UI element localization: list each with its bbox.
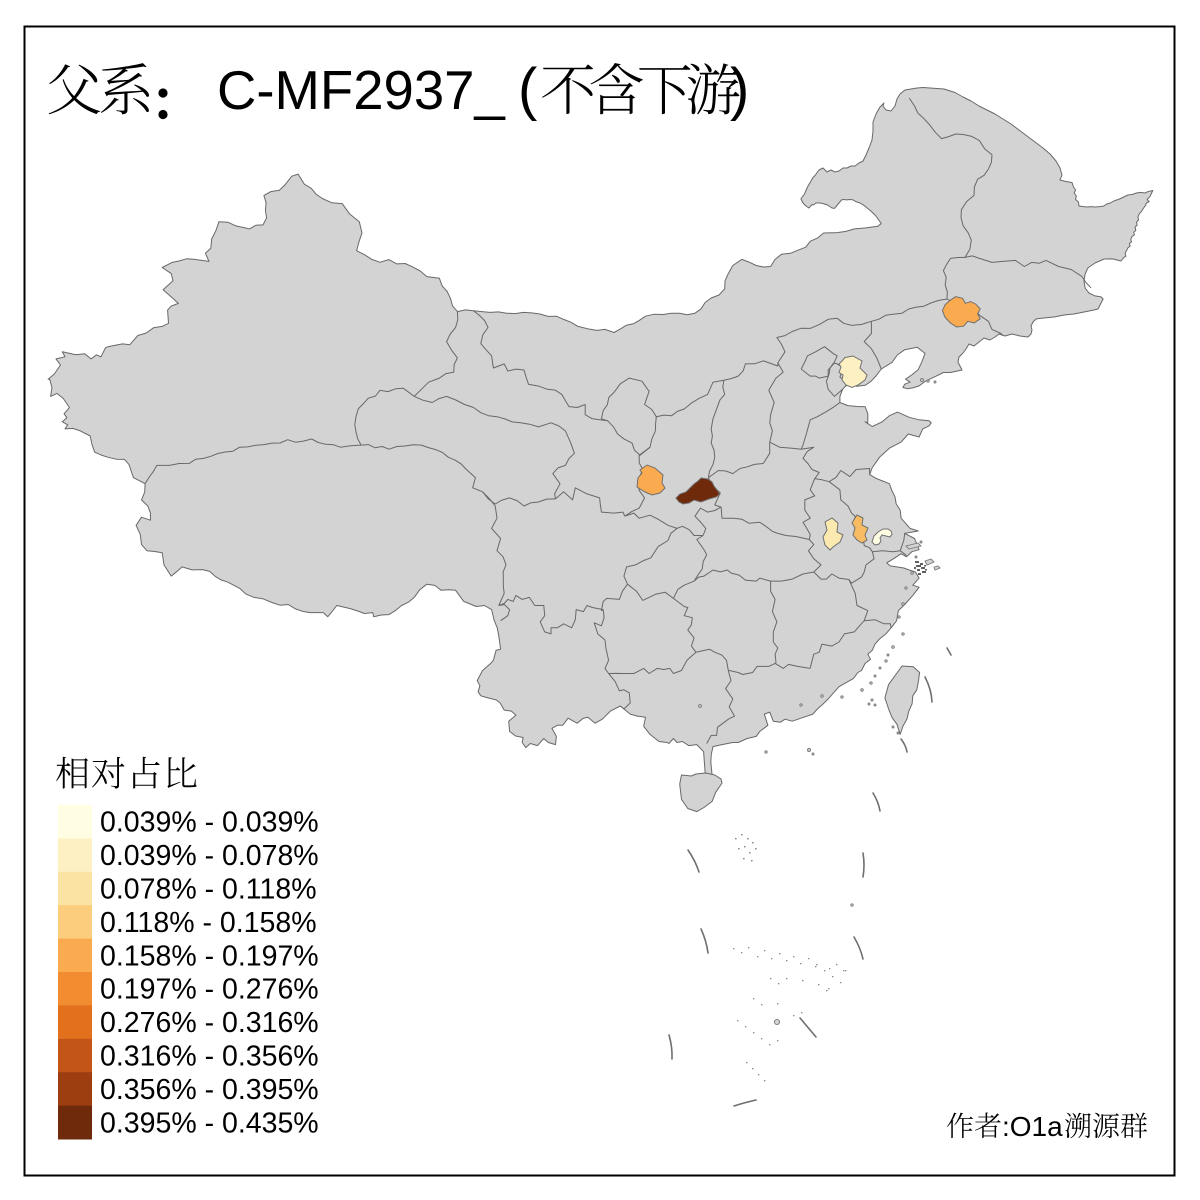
- svg-text:0.158% - 0.197%: 0.158% - 0.197%: [100, 940, 319, 972]
- svg-text:0.039% - 0.078%: 0.039% - 0.078%: [100, 840, 319, 872]
- svg-text:): ): [730, 57, 749, 122]
- svg-text::O1a: :O1a: [1002, 1111, 1063, 1142]
- svg-text:0.078% - 0.118%: 0.078% - 0.118%: [100, 874, 317, 906]
- svg-text:0.039% - 0.039%: 0.039% - 0.039%: [100, 807, 319, 839]
- svg-text:0.316% - 0.356%: 0.316% - 0.356%: [100, 1041, 319, 1073]
- svg-text:0.395% - 0.435%: 0.395% - 0.435%: [100, 1107, 319, 1139]
- svg-text:C-MF2937_: C-MF2937_: [217, 60, 505, 121]
- svg-text:0.276% - 0.316%: 0.276% - 0.316%: [100, 1007, 319, 1039]
- svg-text:0.197% - 0.276%: 0.197% - 0.276%: [100, 974, 319, 1006]
- svg-text:(: (: [518, 57, 537, 122]
- svg-text:0.118% - 0.158%: 0.118% - 0.158%: [100, 907, 317, 939]
- svg-text:0.356% - 0.395%: 0.356% - 0.395%: [100, 1074, 319, 1106]
